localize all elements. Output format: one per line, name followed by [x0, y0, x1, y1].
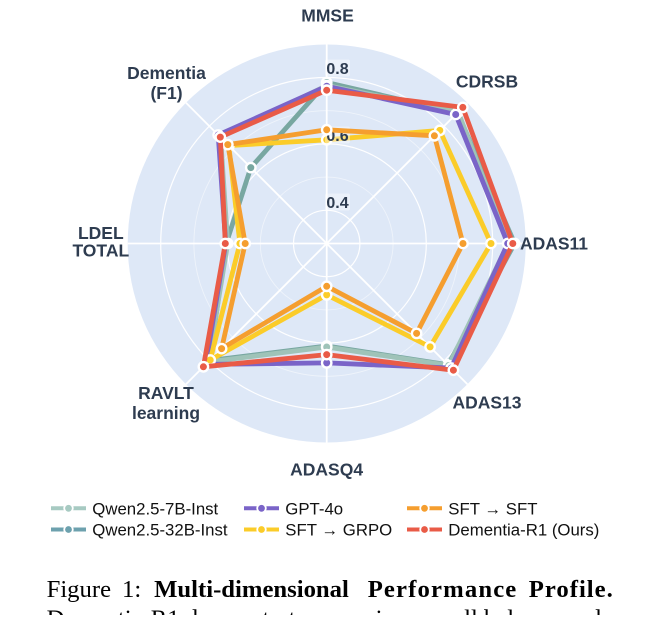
svg-text:(F1): (F1)	[150, 83, 182, 103]
svg-text:CDRSB: CDRSB	[456, 72, 518, 92]
svg-text:MMSE: MMSE	[301, 5, 354, 25]
svg-text:Profile.: Profile.	[529, 576, 614, 603]
svg-text:learning: learning	[132, 403, 200, 423]
svg-text:GPT-4o: GPT-4o	[285, 499, 343, 518]
svg-text:Dementia-R1 (Ours): Dementia-R1 (Ours)	[448, 521, 599, 540]
svg-text:Dementia: Dementia	[127, 63, 206, 83]
svg-text:0.8: 0.8	[326, 61, 348, 78]
svg-text:TOTAL: TOTAL	[72, 240, 129, 260]
svg-text:ADAS13: ADAS13	[452, 393, 521, 413]
svg-text:1:: 1:	[122, 576, 141, 603]
svg-text:RAVLT: RAVLT	[138, 383, 194, 403]
svg-text:Performance: Performance	[368, 576, 518, 603]
svg-text:ADASQ4: ADASQ4	[290, 459, 363, 479]
svg-text:Qwen2.5-7B-Inst: Qwen2.5-7B-Inst	[92, 499, 218, 518]
svg-text:Qwen2.5-32B-Inst: Qwen2.5-32B-Inst	[92, 521, 228, 540]
svg-text:Multi-dimensional: Multi-dimensional	[154, 576, 349, 603]
svg-text:LDEL: LDEL	[78, 223, 124, 243]
svg-text:ADAS11: ADAS11	[520, 233, 588, 253]
svg-text:SFT → SFT: SFT → SFT	[448, 499, 537, 518]
svg-text:Dementia-R1 demonstrates super: Dementia-R1 demonstrates superior overal…	[47, 606, 602, 616]
svg-text:0.4: 0.4	[326, 195, 348, 212]
svg-text:Figure: Figure	[47, 576, 111, 603]
svg-text:SFT → GRPO: SFT → GRPO	[285, 521, 392, 540]
